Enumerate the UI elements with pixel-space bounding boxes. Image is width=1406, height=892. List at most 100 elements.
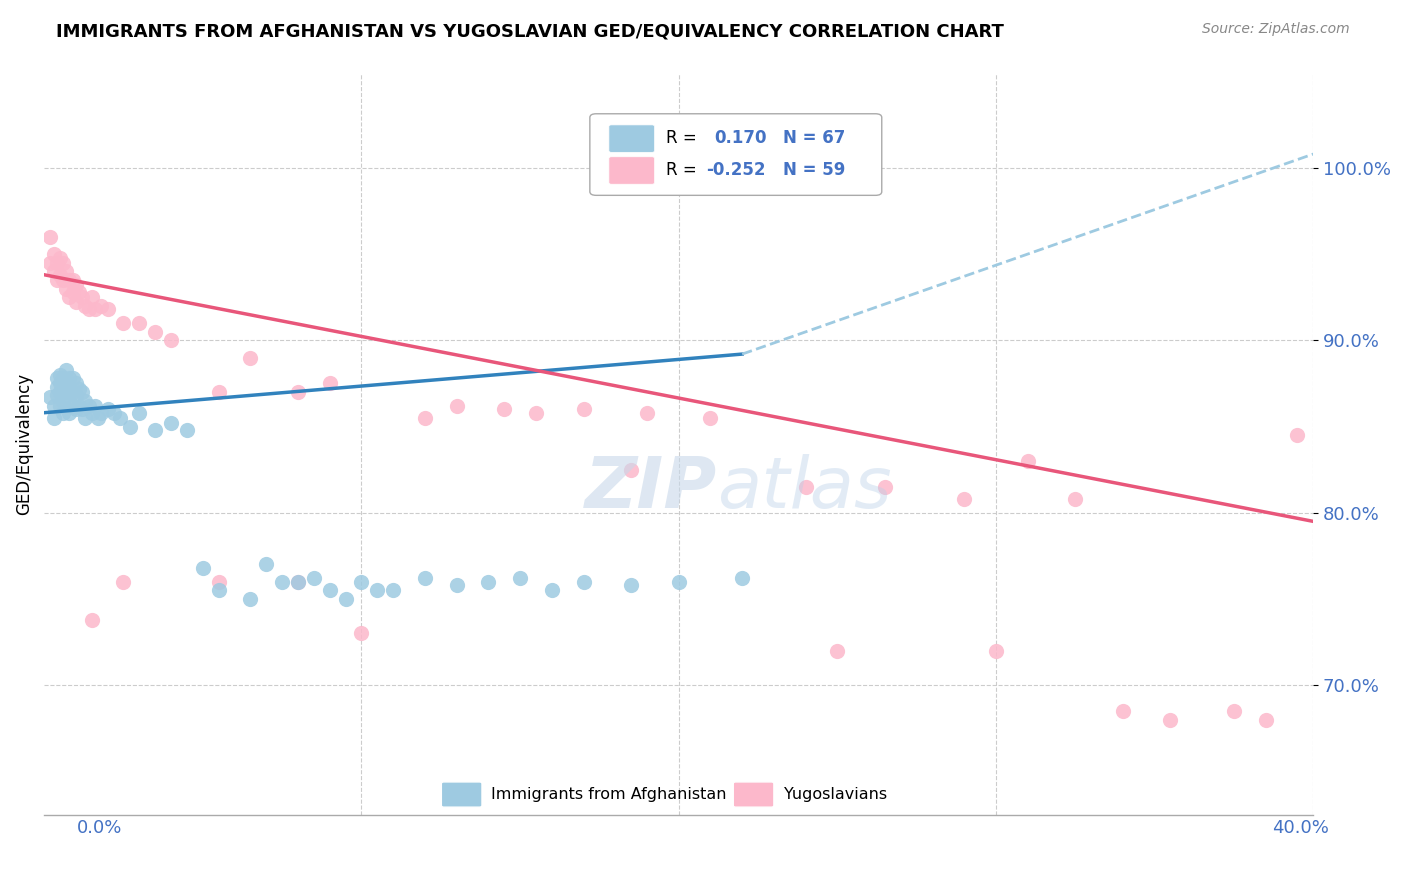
Text: Source: ZipAtlas.com: Source: ZipAtlas.com: [1202, 22, 1350, 37]
Point: [52, 273, 75, 287]
Text: Immigrants from Afghanistan: Immigrants from Afghanistan: [491, 787, 727, 802]
Point: [953, 491, 976, 506]
Point: [77, 302, 100, 317]
Point: [1286, 428, 1309, 442]
Point: [52, 255, 75, 269]
FancyBboxPatch shape: [609, 125, 655, 153]
Point: [287, 384, 309, 399]
Point: [67, 382, 90, 396]
Point: [70, 384, 93, 399]
Point: [699, 410, 721, 425]
Point: [366, 583, 388, 598]
Point: [287, 574, 309, 589]
Text: ZIP: ZIP: [585, 454, 717, 523]
Point: [55, 384, 77, 399]
Point: [42, 410, 65, 425]
Point: [55, 362, 77, 376]
Point: [335, 592, 357, 607]
Point: [382, 583, 405, 598]
Point: [350, 574, 373, 589]
Point: [572, 574, 595, 589]
Point: [413, 571, 436, 585]
FancyBboxPatch shape: [591, 114, 882, 195]
Point: [65, 376, 87, 391]
Point: [318, 583, 340, 598]
Point: [540, 583, 562, 598]
Point: [62, 273, 84, 287]
Point: [45, 255, 67, 269]
Point: [1112, 704, 1135, 718]
Point: [207, 384, 229, 399]
Point: [128, 316, 150, 330]
Point: [254, 558, 277, 572]
Point: [1223, 704, 1246, 718]
Text: N = 67: N = 67: [783, 129, 845, 147]
Point: [477, 574, 499, 589]
Point: [97, 402, 120, 417]
Text: 0.170: 0.170: [714, 129, 766, 147]
Point: [207, 583, 229, 598]
Point: [58, 393, 80, 408]
Y-axis label: GED/Equivalency: GED/Equivalency: [15, 373, 32, 515]
Point: [39, 255, 62, 269]
Point: [75, 299, 97, 313]
Point: [67, 399, 90, 413]
Point: [62, 384, 84, 399]
Point: [49, 268, 72, 282]
Point: [143, 325, 166, 339]
Point: [39, 390, 62, 404]
Point: [58, 273, 80, 287]
Point: [239, 351, 262, 365]
Text: IMMIGRANTS FROM AFGHANISTAN VS YUGOSLAVIAN GED/EQUIVALENCY CORRELATION CHART: IMMIGRANTS FROM AFGHANISTAN VS YUGOSLAVI…: [56, 22, 1004, 40]
Point: [794, 480, 817, 494]
Point: [49, 251, 72, 265]
Point: [160, 416, 183, 430]
Point: [70, 402, 93, 417]
Point: [42, 399, 65, 413]
Point: [52, 371, 75, 385]
Point: [45, 371, 67, 385]
Point: [58, 406, 80, 420]
Point: [302, 571, 325, 585]
Point: [49, 399, 72, 413]
Point: [90, 299, 112, 313]
Text: R =: R =: [666, 161, 702, 179]
Point: [42, 264, 65, 278]
Point: [731, 571, 754, 585]
Point: [52, 393, 75, 408]
Text: 0.0%: 0.0%: [77, 819, 122, 837]
Point: [118, 419, 141, 434]
Point: [1017, 454, 1039, 468]
Point: [49, 368, 72, 382]
Point: [49, 376, 72, 391]
Point: [350, 626, 373, 640]
Point: [112, 574, 135, 589]
Point: [668, 574, 690, 589]
Text: R =: R =: [666, 129, 702, 147]
Point: [572, 402, 595, 417]
Text: 40.0%: 40.0%: [1272, 819, 1329, 837]
Point: [65, 295, 87, 310]
Point: [45, 388, 67, 402]
Point: [239, 592, 262, 607]
Point: [55, 376, 77, 391]
Point: [52, 382, 75, 396]
Point: [45, 273, 67, 287]
Text: N = 59: N = 59: [783, 161, 845, 179]
Point: [636, 406, 658, 420]
Point: [97, 302, 120, 317]
Point: [58, 382, 80, 396]
Point: [287, 574, 309, 589]
Point: [620, 578, 643, 592]
Point: [1064, 491, 1087, 506]
Point: [984, 644, 1007, 658]
Point: [52, 406, 75, 420]
Point: [77, 399, 100, 413]
Point: [110, 410, 132, 425]
FancyBboxPatch shape: [441, 782, 482, 807]
Point: [65, 402, 87, 417]
FancyBboxPatch shape: [609, 157, 655, 185]
Point: [62, 399, 84, 413]
Point: [509, 571, 531, 585]
Point: [67, 285, 90, 299]
